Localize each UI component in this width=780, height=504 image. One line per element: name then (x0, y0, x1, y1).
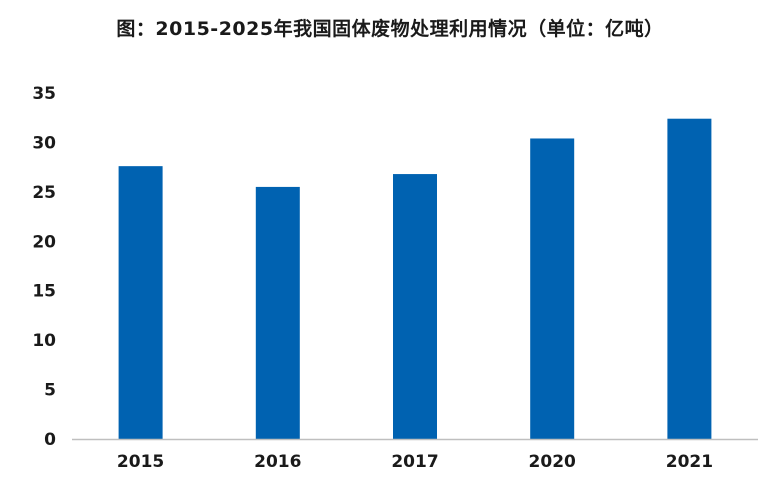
bar-2020 (530, 138, 575, 439)
y-tick-label: 10 (32, 331, 56, 351)
x-tick-label: 2016 (254, 452, 301, 472)
y-tick-label: 20 (32, 232, 56, 252)
y-tick-label: 5 (44, 381, 56, 401)
y-tick-label: 35 (32, 84, 56, 104)
bar-2021 (667, 118, 712, 440)
x-tick-label: 2015 (117, 452, 164, 472)
chart-title: 图：2015-2025年我国固体废物处理利用情况（单位：亿吨） (116, 18, 664, 40)
x-axis: 2015 2016 2017 2020 2021 (117, 452, 713, 472)
y-tick-label: 0 (44, 430, 56, 450)
x-tick-label: 2020 (529, 452, 576, 472)
y-tick-label: 30 (32, 133, 56, 153)
y-tick-label: 15 (32, 282, 56, 302)
x-tick-label: 2021 (666, 452, 713, 472)
y-tick-label: 25 (32, 183, 56, 203)
x-tick-label: 2017 (391, 452, 438, 472)
bars (118, 118, 712, 440)
bar-2017 (393, 174, 437, 439)
bar-2016 (255, 186, 300, 439)
bar-2015 (118, 166, 163, 439)
y-axis: 0 5 10 15 20 25 30 35 (32, 84, 56, 450)
